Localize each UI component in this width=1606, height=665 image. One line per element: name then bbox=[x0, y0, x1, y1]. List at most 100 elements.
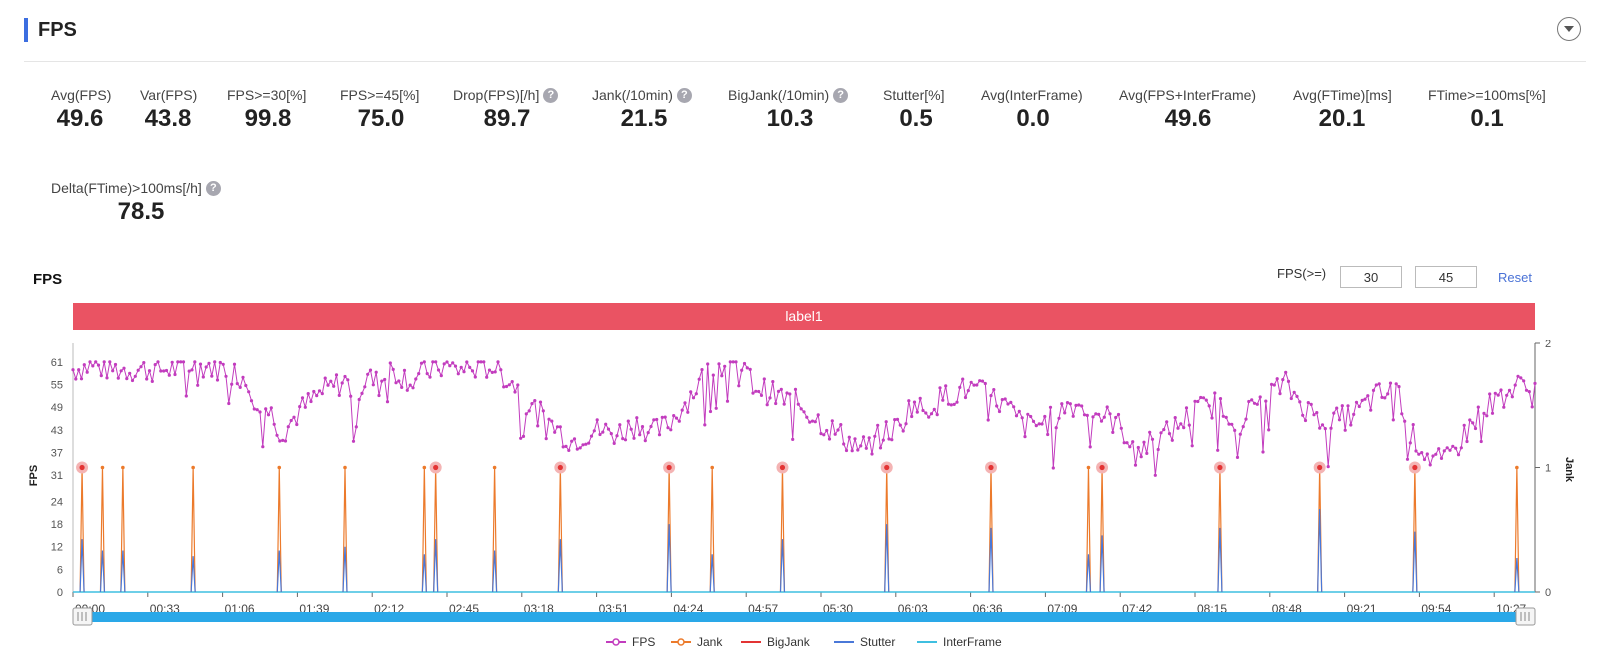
fps-point bbox=[949, 403, 953, 407]
legend-item-bigjank[interactable]: BigJank bbox=[741, 635, 811, 649]
fps-point bbox=[343, 374, 347, 379]
stutter-spike bbox=[79, 539, 85, 593]
fps-point bbox=[1235, 455, 1240, 459]
fps-point bbox=[669, 428, 673, 432]
fps-point bbox=[706, 362, 710, 366]
fps-point bbox=[201, 375, 205, 379]
chart-legend: FPS Jank BigJank Stutter InterFrame bbox=[606, 635, 1002, 649]
fps-point bbox=[207, 361, 211, 365]
fps-point bbox=[1057, 416, 1061, 420]
fps-point bbox=[77, 368, 81, 372]
fps-point bbox=[436, 368, 441, 372]
fps-point bbox=[918, 396, 922, 400]
stutter-spike bbox=[1412, 531, 1418, 593]
fps-point bbox=[989, 394, 993, 398]
help-icon[interactable]: ? bbox=[833, 87, 849, 103]
fps-point bbox=[145, 377, 149, 381]
fps-point bbox=[1272, 383, 1276, 387]
fps-point bbox=[1023, 435, 1027, 439]
fps-point bbox=[374, 370, 378, 374]
fps-point bbox=[1054, 426, 1058, 430]
fps-point bbox=[711, 373, 715, 377]
stutter-spike bbox=[1514, 558, 1520, 593]
fps-series-line bbox=[72, 360, 1536, 476]
collapse-button[interactable] bbox=[1557, 17, 1581, 41]
fps-point bbox=[499, 368, 503, 372]
fps-point bbox=[85, 370, 89, 374]
fps-point bbox=[1386, 392, 1390, 396]
fps-point bbox=[538, 400, 543, 404]
fps-point bbox=[1417, 452, 1421, 456]
fps-point bbox=[893, 418, 897, 422]
help-icon[interactable]: ? bbox=[676, 87, 692, 103]
fps-point bbox=[1326, 465, 1330, 469]
help-icon[interactable]: ? bbox=[543, 87, 559, 103]
segment-label-bar[interactable]: label1 bbox=[73, 303, 1535, 330]
jank-point bbox=[422, 465, 427, 470]
fps-point bbox=[589, 434, 594, 438]
fps-point bbox=[1080, 404, 1084, 408]
fps-threshold-high-input[interactable] bbox=[1415, 266, 1477, 288]
fps-point bbox=[487, 368, 492, 372]
fps-point bbox=[1167, 432, 1172, 436]
legend-item-fps[interactable]: FPS bbox=[606, 635, 655, 649]
fps-point bbox=[1414, 449, 1418, 453]
fps-point bbox=[1176, 426, 1180, 430]
legend-item-jank[interactable]: Jank bbox=[671, 635, 723, 649]
fps-point bbox=[1094, 412, 1098, 416]
page-title: FPS bbox=[38, 19, 77, 41]
fps-point bbox=[742, 361, 747, 366]
fps-point bbox=[915, 410, 919, 414]
fps-point bbox=[1074, 403, 1078, 407]
fps-point bbox=[417, 372, 421, 376]
legend-item-interframe[interactable]: InterFrame bbox=[917, 635, 1002, 649]
fps-point bbox=[1454, 446, 1458, 450]
fps-point bbox=[839, 423, 843, 427]
fps-point bbox=[1400, 412, 1404, 416]
fps-point bbox=[870, 452, 874, 456]
fps-point bbox=[717, 362, 721, 366]
fps-point bbox=[448, 364, 452, 368]
help-icon[interactable]: ? bbox=[205, 180, 221, 196]
fps-point bbox=[861, 435, 866, 439]
fps-point bbox=[541, 409, 545, 413]
fps-point bbox=[963, 395, 968, 400]
fps-point bbox=[1190, 444, 1194, 448]
fps-point bbox=[808, 420, 812, 424]
fps-point bbox=[1346, 404, 1350, 408]
metric-label-text: Var(FPS) bbox=[140, 87, 198, 103]
fps-point bbox=[346, 378, 350, 382]
fps-threshold-label: FPS(>=) bbox=[1277, 266, 1327, 281]
fps-point bbox=[1071, 414, 1075, 418]
fps-point bbox=[992, 388, 996, 392]
fps-point bbox=[751, 391, 755, 395]
fps-point bbox=[383, 377, 387, 382]
fps-point bbox=[232, 362, 237, 366]
fps-point bbox=[830, 419, 834, 423]
fps-point bbox=[572, 437, 577, 441]
fps-point bbox=[278, 439, 282, 443]
legend-item-stutter[interactable]: Stutter bbox=[834, 635, 895, 649]
chevron-down-icon bbox=[1564, 26, 1574, 32]
fps-point bbox=[1238, 432, 1242, 436]
fps-point bbox=[677, 419, 681, 423]
fps-point bbox=[1397, 385, 1401, 389]
fps-point bbox=[615, 434, 619, 438]
fps-point bbox=[609, 432, 613, 436]
reset-button[interactable]: Reset bbox=[1498, 270, 1532, 285]
fps-point bbox=[1097, 412, 1101, 416]
fps-point bbox=[1020, 416, 1024, 420]
fps-threshold-low-input[interactable] bbox=[1340, 266, 1402, 288]
fps-point bbox=[584, 442, 588, 446]
fps-point bbox=[1490, 411, 1495, 415]
fps-point bbox=[465, 360, 469, 364]
bigjank-marker bbox=[666, 464, 672, 471]
fps-point bbox=[663, 415, 667, 419]
fps-point bbox=[983, 381, 987, 386]
fps-point bbox=[320, 392, 324, 396]
fps-point bbox=[162, 369, 166, 373]
fps-point bbox=[340, 381, 344, 385]
fps-point bbox=[1284, 370, 1288, 374]
fps-point bbox=[1369, 408, 1373, 412]
fps-point bbox=[176, 360, 180, 364]
